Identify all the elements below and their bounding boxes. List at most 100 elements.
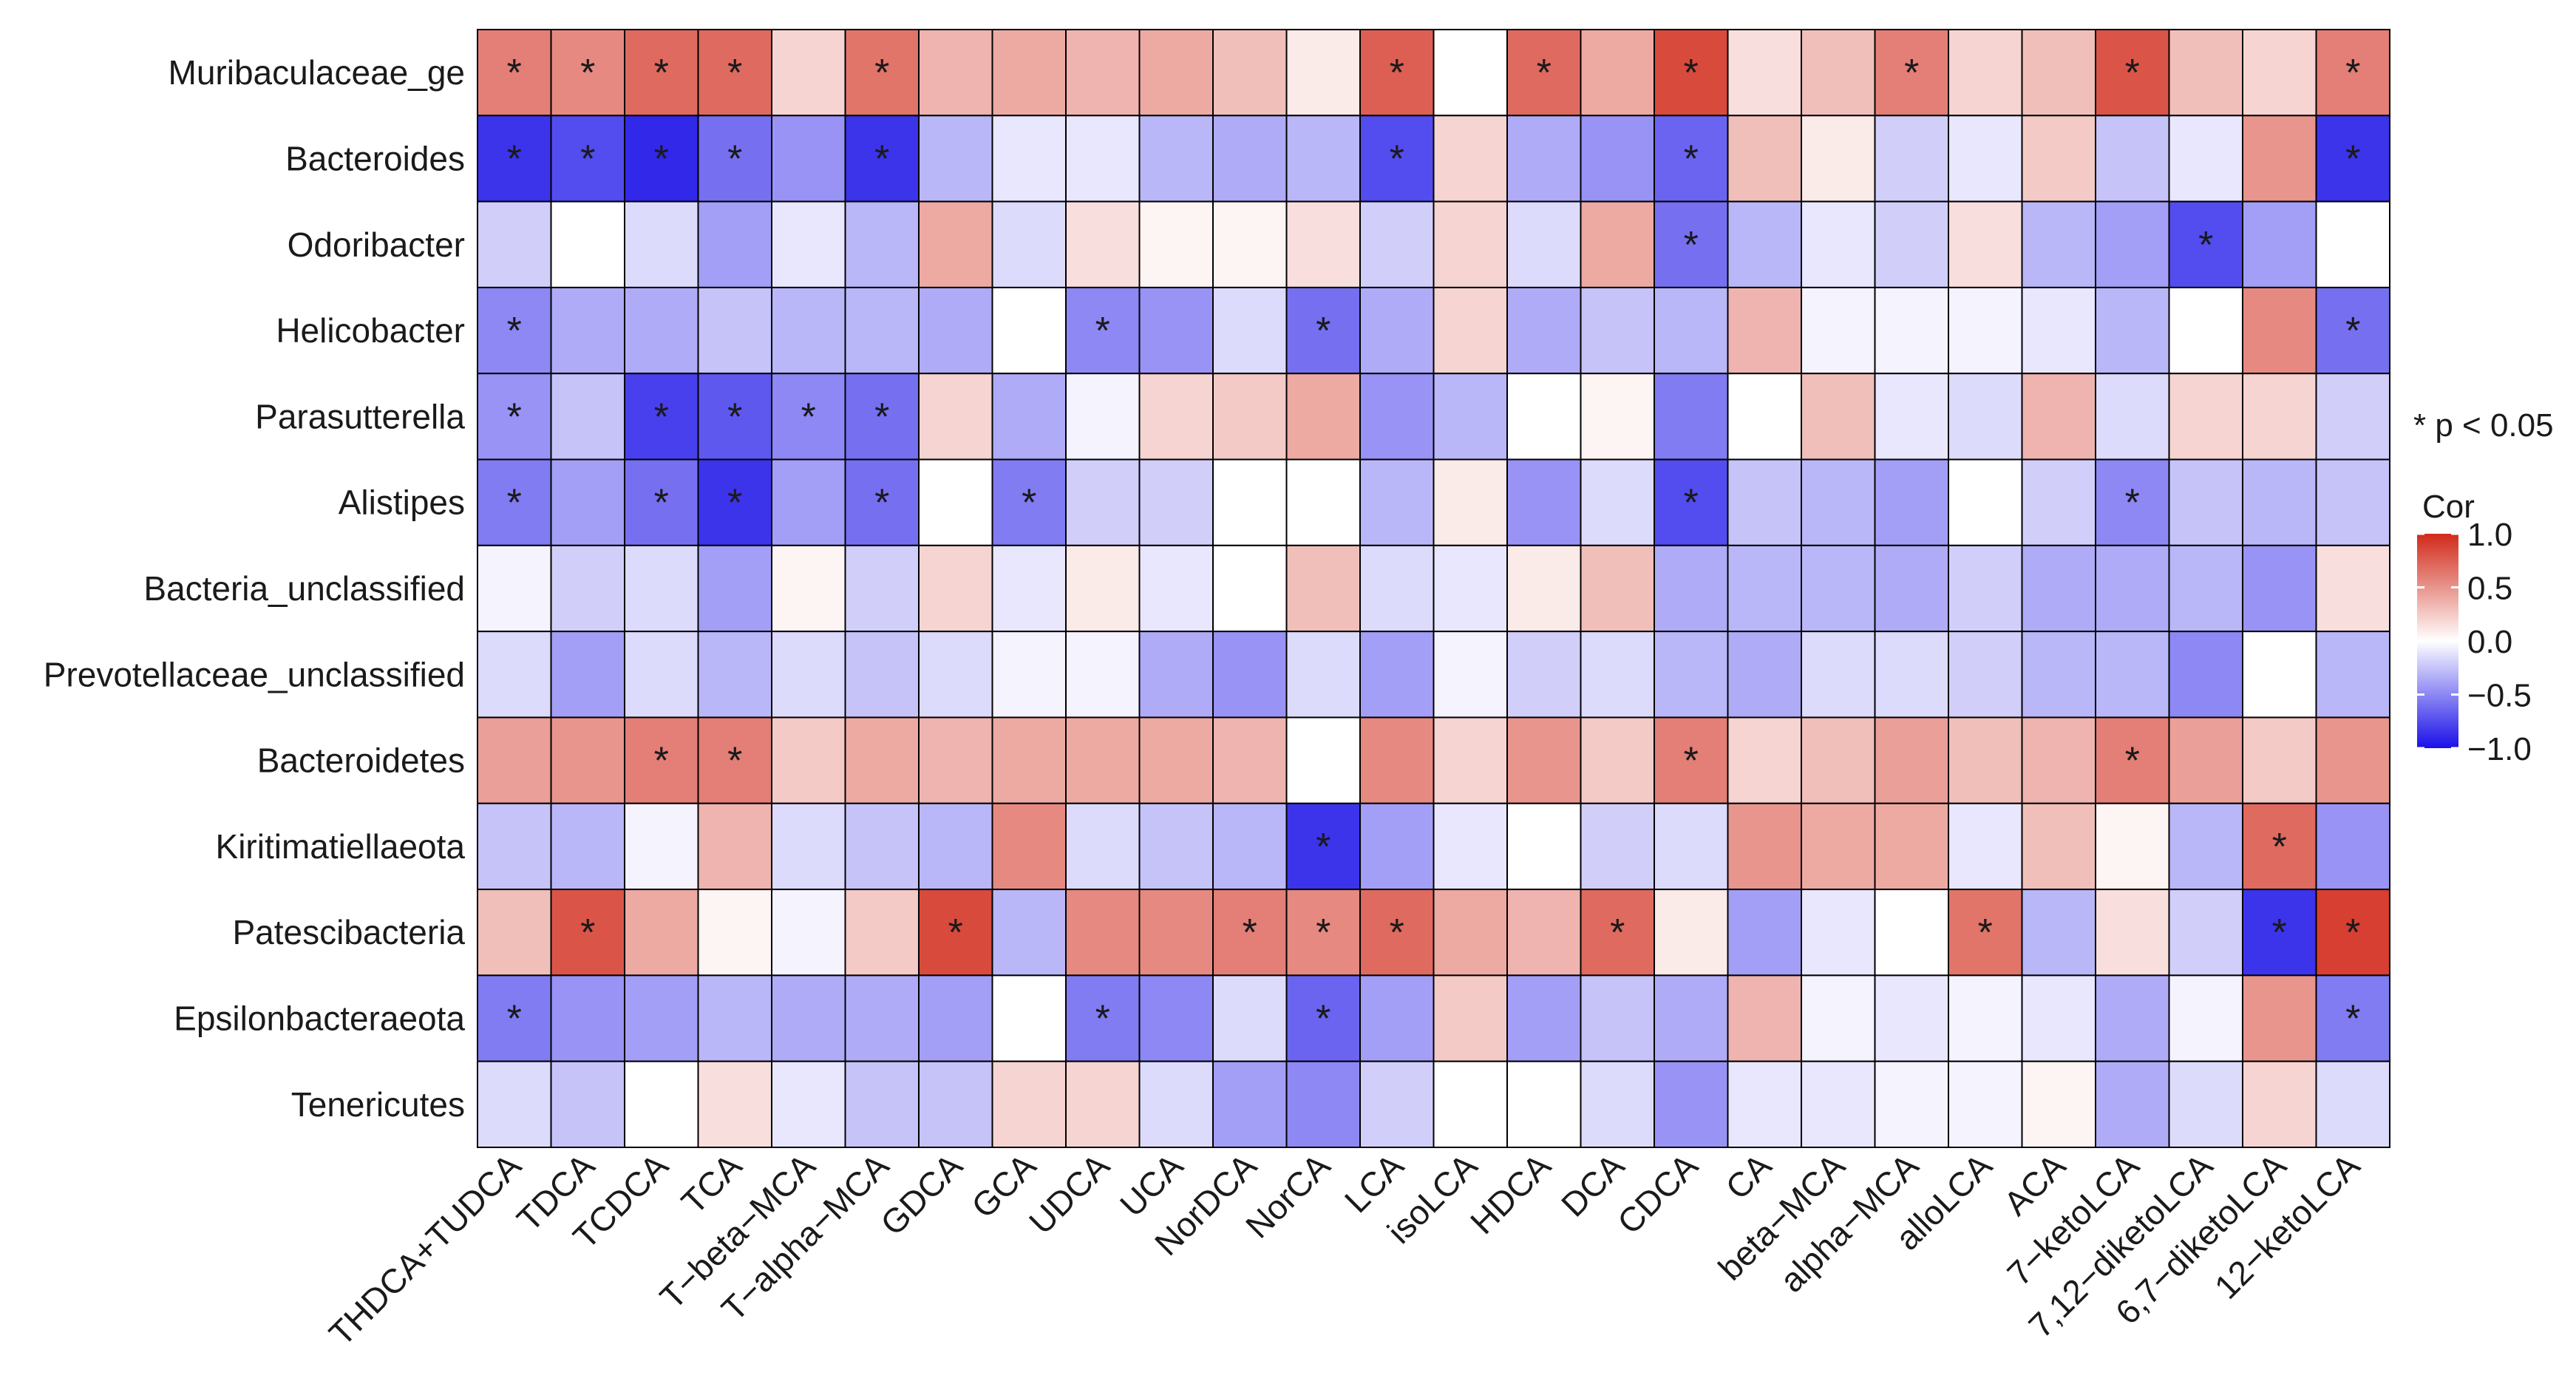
heatmap-cell xyxy=(1506,802,1582,891)
heatmap-cell xyxy=(2242,286,2317,375)
legend-ticks: 1.0 0.5 0.0 −0.5 −1.0 xyxy=(2417,517,2532,767)
heatmap-cell xyxy=(2095,115,2170,203)
heatmap-cell xyxy=(1212,716,1288,804)
heatmap-cell xyxy=(1433,286,1508,375)
heatmap-cell xyxy=(1359,716,1435,804)
row-labels: Muribaculaceae_ge Bacteroides Odoribacter H… xyxy=(44,53,466,1124)
heatmap-cell xyxy=(2168,974,2243,1062)
heatmap-cell xyxy=(1654,458,1729,546)
heatmap-cell xyxy=(1801,29,1876,117)
heatmap-cell xyxy=(1065,458,1141,546)
heatmap-cell xyxy=(2095,286,2170,375)
row-label: Kiritimatiellaeota xyxy=(216,827,466,866)
heatmap-cell xyxy=(991,286,1067,375)
significance-star: * xyxy=(1390,912,1404,954)
heatmap-cell xyxy=(1285,716,1361,804)
heatmap-cell xyxy=(1285,544,1361,633)
heatmap-cell xyxy=(1580,115,1655,203)
heatmap-cell xyxy=(2095,200,2170,288)
significance-star: * xyxy=(654,396,669,438)
heatmap-cell xyxy=(771,1060,846,1148)
significance-star: * xyxy=(1316,310,1331,353)
heatmap-cell xyxy=(1727,544,1802,633)
heatmap-cell xyxy=(1801,974,1876,1062)
heatmap-cell xyxy=(1874,115,1949,203)
heatmap-cell xyxy=(1948,458,2023,546)
heatmap-cell xyxy=(918,458,993,546)
heatmap-cell xyxy=(1874,373,1949,461)
heatmap-cell xyxy=(1212,631,1288,719)
column-label: NorCA xyxy=(1238,1146,1338,1246)
heatmap-cell xyxy=(771,286,846,375)
significance-star: * xyxy=(507,310,522,353)
heatmap-cell xyxy=(2095,631,2170,719)
heatmap-cell xyxy=(1727,716,1802,804)
heatmap-cell xyxy=(697,1060,772,1148)
heatmap-cell xyxy=(1801,458,1876,546)
column-label: CA xyxy=(1718,1146,1778,1206)
heatmap-cell xyxy=(550,716,625,804)
heatmap-cell xyxy=(477,200,552,288)
significance-star: * xyxy=(580,52,595,95)
heatmap-cell xyxy=(1801,286,1876,375)
heatmap-cell xyxy=(1727,29,1802,117)
legend-tick-label: 1.0 xyxy=(2467,517,2512,553)
heatmap-cell xyxy=(624,631,699,719)
row-label: Alistipes xyxy=(339,483,465,522)
column-labels: THDCA+TUDCATDCATCDCATCAT−beta−MCAT−alpha… xyxy=(322,1146,2368,1353)
heatmap-cell xyxy=(2315,631,2390,719)
heatmap-cell xyxy=(1506,544,1582,633)
heatmap-cell xyxy=(1065,373,1141,461)
heatmap-cell xyxy=(1433,373,1508,461)
heatmap-cell xyxy=(918,716,993,804)
heatmap-cell xyxy=(2242,115,2317,203)
significance-star: * xyxy=(874,52,889,95)
heatmap-cell xyxy=(1801,1060,1876,1148)
heatmap-cell xyxy=(1359,373,1435,461)
heatmap-cell xyxy=(1433,1060,1508,1148)
heatmap-cell xyxy=(550,200,625,288)
heatmap-cell xyxy=(1212,802,1288,891)
heatmap-cell xyxy=(918,1060,993,1148)
heatmap-cell xyxy=(1138,286,1214,375)
heatmap-cell xyxy=(1654,286,1729,375)
heatmap-cell xyxy=(844,286,920,375)
heatmap-cell xyxy=(991,200,1067,288)
row-label: Bacteroides xyxy=(285,139,465,177)
heatmap-cell xyxy=(477,458,552,546)
heatmap-cell xyxy=(844,631,920,719)
heatmap-cell xyxy=(1874,631,1949,719)
heatmap-cell xyxy=(1212,1060,1288,1148)
heatmap-cell xyxy=(1654,802,1729,891)
significance-star: * xyxy=(580,912,595,954)
heatmap-cell xyxy=(1359,200,1435,288)
heatmap-cell xyxy=(2168,889,2243,977)
heatmap-cell xyxy=(1138,115,1214,203)
significance-star: * xyxy=(654,138,669,180)
heatmap-cell xyxy=(697,631,772,719)
heatmap-cell xyxy=(1654,115,1729,203)
heatmap-cell xyxy=(2021,286,2096,375)
heatmap-cell xyxy=(1580,716,1655,804)
significance-star: * xyxy=(727,482,742,525)
heatmap-cell xyxy=(1285,631,1361,719)
heatmap-cell xyxy=(2168,458,2243,546)
heatmap-cell xyxy=(1359,544,1435,633)
row-label: Helicobacter xyxy=(276,311,465,350)
significance-star: * xyxy=(507,138,522,180)
heatmap-cell xyxy=(550,458,625,546)
heatmap-cell xyxy=(1065,29,1141,117)
heatmap-cell xyxy=(1433,889,1508,977)
heatmap-cell xyxy=(1874,200,1949,288)
heatmap-cell xyxy=(624,29,699,117)
heatmap-cell xyxy=(624,974,699,1062)
heatmap-cell xyxy=(697,974,772,1062)
heatmap-cell xyxy=(1801,631,1876,719)
heatmap-cell xyxy=(2242,458,2317,546)
heatmap-cell xyxy=(1948,974,2023,1062)
heatmap-cell xyxy=(477,544,552,633)
heatmap-cell xyxy=(2021,802,2096,891)
heatmap-cell xyxy=(1065,631,1141,719)
heatmap-cell xyxy=(1433,544,1508,633)
heatmap-cell xyxy=(1727,631,1802,719)
